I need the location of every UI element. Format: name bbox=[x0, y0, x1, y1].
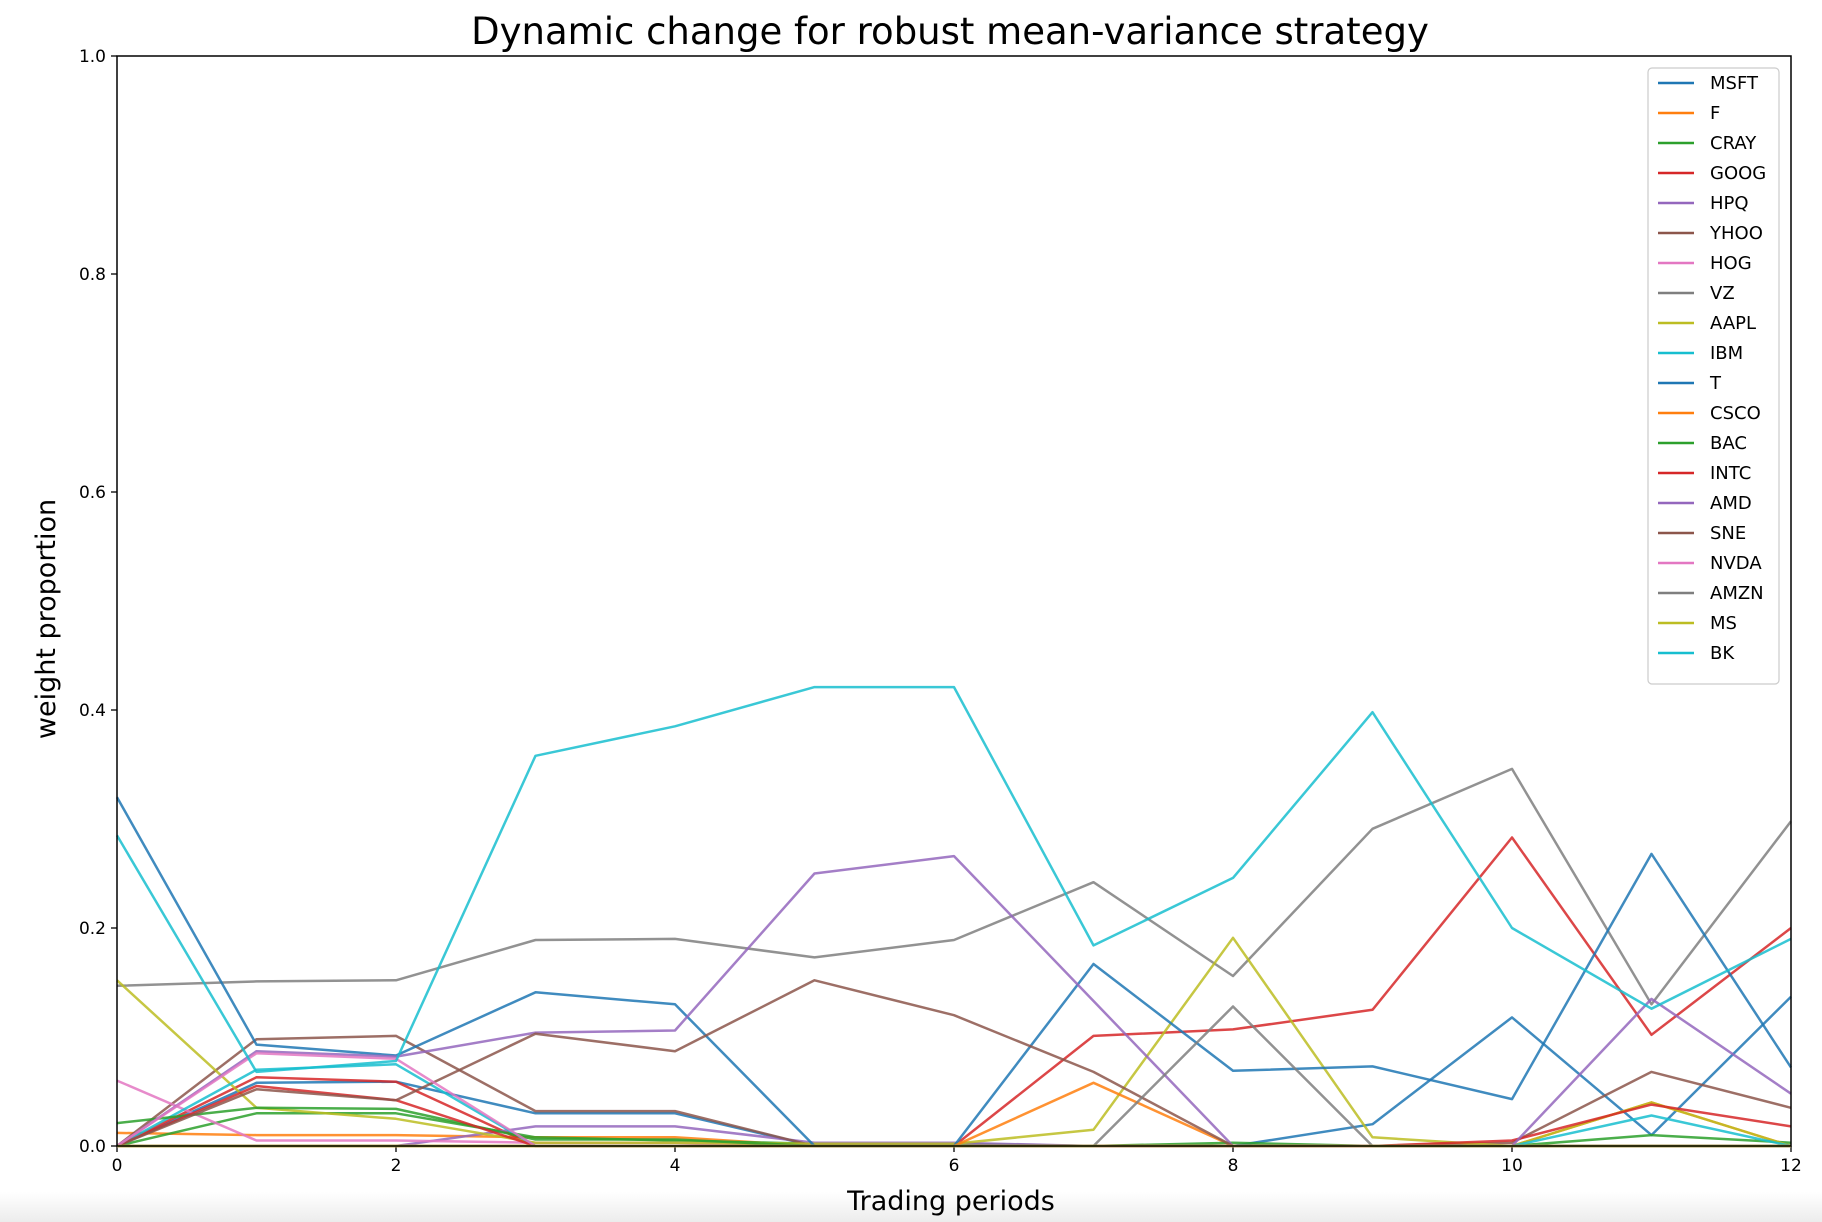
legend-label: GOOG bbox=[1710, 163, 1766, 184]
legend-label: AMD bbox=[1710, 493, 1752, 514]
legend-label: MS bbox=[1710, 613, 1737, 634]
y-tick-label: 0.4 bbox=[79, 701, 106, 721]
legend-label: BAC bbox=[1710, 433, 1747, 454]
x-tick-label: 0 bbox=[112, 1156, 123, 1176]
legend: MSFT F CRAY GOOG HPQ YHOO HOG VZ AAPL IBM T CSCO BAC… bbox=[1647, 67, 1780, 685]
series-line-bk bbox=[115, 685, 1792, 1074]
plot-area bbox=[115, 685, 1793, 1148]
chart-title: Dynamic change for robust mean-variance … bbox=[471, 10, 1429, 53]
legend-label: T bbox=[1709, 373, 1722, 394]
y-tick-label: 0.8 bbox=[79, 265, 106, 285]
y-tick-label: 0.2 bbox=[79, 919, 106, 939]
legend-label: CRAY bbox=[1710, 133, 1757, 154]
y-tick-label: 1.0 bbox=[79, 47, 106, 67]
series-line-goog bbox=[116, 836, 1792, 1148]
series-line-vz bbox=[116, 767, 1792, 1006]
legend-label: HOG bbox=[1710, 253, 1752, 274]
legend-label: F bbox=[1710, 103, 1720, 124]
x-axis-label: Trading periods bbox=[846, 1186, 1055, 1217]
legend-label: SNE bbox=[1710, 523, 1746, 544]
x-tick-label: 12 bbox=[1780, 1156, 1802, 1176]
x-tick-label: 10 bbox=[1501, 1156, 1523, 1176]
legend-label: AMZN bbox=[1710, 583, 1764, 604]
series-line-amzn bbox=[117, 1005, 1791, 1148]
plot-frame bbox=[116, 55, 1792, 1147]
legend-label: BK bbox=[1710, 643, 1735, 664]
legend-label: INTC bbox=[1710, 463, 1751, 484]
axis-ticks: 0 2 4 6 8 10 12 0.0 0.2 0.4 0.6 0.8 1.0 bbox=[79, 47, 1802, 1176]
x-tick-label: 2 bbox=[391, 1156, 402, 1176]
x-tick-label: 4 bbox=[670, 1156, 681, 1176]
series-line-t bbox=[115, 796, 1793, 1148]
x-tick-label: 8 bbox=[1228, 1156, 1239, 1176]
window-bottom-edge bbox=[0, 1192, 1822, 1222]
legend-box bbox=[1647, 67, 1780, 685]
legend-label: NVDA bbox=[1710, 553, 1762, 574]
x-tick-label: 6 bbox=[949, 1156, 960, 1176]
series-line-amd bbox=[116, 854, 1792, 1148]
legend-label: VZ bbox=[1710, 283, 1735, 304]
legend-label: MSFT bbox=[1710, 73, 1759, 94]
legend-label: CSCO bbox=[1710, 403, 1761, 424]
legend-label: HPQ bbox=[1710, 193, 1749, 214]
legend-label: YHOO bbox=[1709, 223, 1763, 244]
y-tick-label: 0.6 bbox=[79, 483, 106, 503]
y-tick-label: 0.0 bbox=[79, 1137, 106, 1157]
series-line-msft bbox=[116, 995, 1792, 1148]
legend-label: AAPL bbox=[1710, 313, 1756, 334]
legend-label: IBM bbox=[1710, 343, 1743, 364]
y-axis-label: weight proportion bbox=[31, 499, 62, 739]
